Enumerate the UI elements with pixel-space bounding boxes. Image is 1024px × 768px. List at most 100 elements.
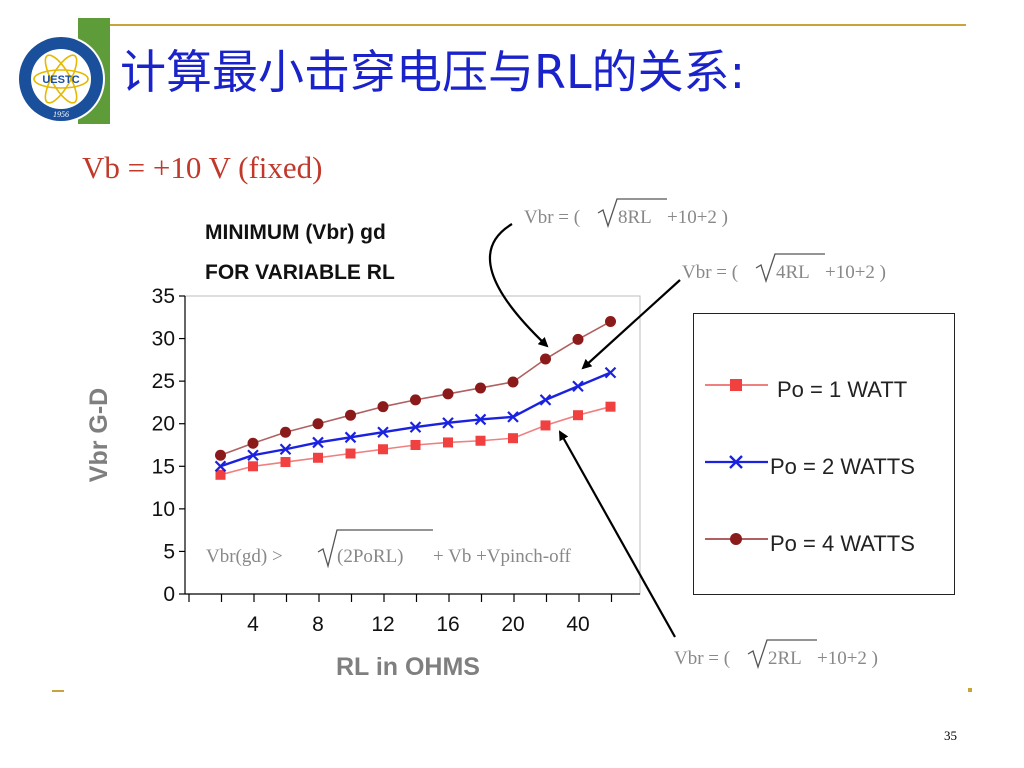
legend-marker-po1 [730,379,742,391]
data-point [345,448,356,459]
data-point [573,410,583,421]
data-point [442,388,454,400]
data-point [443,437,453,448]
data-point [247,437,259,449]
data-point [247,449,259,461]
x-tick-label: 16 [436,613,459,636]
formula-2rl: Vbr = ( 2RL +10+2 ) [674,639,878,670]
series-line [220,320,611,456]
footer-gold-mark-left [52,690,64,692]
arrow-8rl [488,223,549,348]
data-point [214,460,227,473]
data-point [312,436,324,449]
data-point [377,426,389,439]
uestc-logo: UESTC 1956 [17,35,105,123]
data-point [345,409,356,421]
header-gold-rule [110,24,966,26]
data-point [604,366,617,379]
formula-4rl-radical [755,253,825,284]
data-point [605,316,616,328]
formula-gd-radical [317,529,433,569]
x-tick-label: 40 [566,613,589,636]
legend-label-po2: Po = 2 WATTS [770,454,915,479]
data-point [280,426,291,438]
legend-item-po1: Po = 1 WATT [705,377,907,402]
formula-8rl-prefix: Vbr = ( [524,207,580,228]
formula-4rl-prefix: Vbr = ( [682,262,738,283]
footer-gold-mark-right [968,688,972,692]
x-tick-label: 20 [501,613,524,636]
y-tick-label: 15 [152,455,175,478]
formula-2rl-prefix: Vbr = ( [674,648,730,669]
series-3 [215,316,616,461]
chart-title-line-1: MINIMUM (Vbr) gd [205,221,386,244]
formula-4rl-radicand: 4RL [776,262,810,283]
data-point [280,457,291,468]
series-line [220,371,611,468]
y-tick-label: 5 [163,540,175,563]
data-point [442,417,454,429]
data-point [475,382,486,394]
data-point [279,443,292,456]
formula-gd-suffix: + Vb +Vpinch-off [433,546,572,567]
data-point [215,449,226,461]
formula-8rl: Vbr = ( 8RL +10+2 ) [524,198,728,229]
data-point [313,452,323,463]
slide-title: 计算最小击穿电压与RL的关系: [120,45,746,99]
arrow-2rl [559,430,676,638]
data-point [572,380,584,393]
logo-year: 1956 [53,110,69,119]
formula-4rl-suffix: +10+2 ) [825,262,886,283]
data-point [508,433,518,444]
data-point [344,431,357,444]
data-point [410,440,421,450]
chart-title-line-2: FOR VARIABLE RL [205,261,395,284]
chart-legend [693,313,955,595]
data-point [605,401,616,412]
x-tick-label: 8 [312,613,324,636]
formula-gd-radicand: (2PoRL) [337,546,404,567]
data-point [572,333,584,345]
logo-text: UESTC [42,74,79,86]
y-tick-label: 35 [152,285,175,308]
data-point [475,435,486,446]
data-point [378,444,388,455]
data-point [410,394,421,406]
data-point [539,394,552,406]
formula-2rl-radical [747,639,817,670]
data-point [507,411,519,423]
data-point [540,353,551,365]
y-tick-label: 30 [152,328,175,351]
data-point [409,421,422,433]
page-number: 35 [944,728,957,743]
data-point [377,401,389,413]
data-point [474,413,487,426]
formula-gd: Vbr(gd) > (2PoRL) + Vb +Vpinch-off [206,529,572,569]
formula-8rl-radical [597,198,667,229]
y-tick-label: 25 [152,370,175,393]
y-tick-label: 0 [163,583,175,606]
formula-8rl-radicand: 8RL [618,207,652,228]
y-axis-label: Vbr G-D [85,388,113,482]
legend-label-po4: Po = 4 WATTS [770,531,915,556]
x-axis-label: RL in OHMS [336,653,480,681]
arrow-4rl [581,279,681,370]
formula-8rl-suffix: +10+2 ) [667,207,728,228]
data-point [507,376,519,388]
y-tick-label: 10 [152,498,175,521]
series-1 [215,401,616,480]
vb-fixed-label: Vb = +10 V (fixed) [82,150,323,185]
legend-item-po4: Po = 4 WATTS [705,531,915,556]
legend-marker-po4 [730,533,742,545]
x-tick-label: 4 [247,613,259,636]
legend-marker-po2 [729,455,743,469]
data-point [540,420,551,431]
formula-2rl-radicand: 2RL [768,648,802,669]
x-tick-label: 12 [371,613,394,636]
data-point [215,469,226,480]
formula-gd-prefix: Vbr(gd) > [206,546,283,567]
formula-4rl: Vbr = ( 4RL +10+2 ) [682,253,886,284]
formula-2rl-suffix: +10+2 ) [817,648,878,669]
legend-item-po2: Po = 2 WATTS [705,454,915,479]
